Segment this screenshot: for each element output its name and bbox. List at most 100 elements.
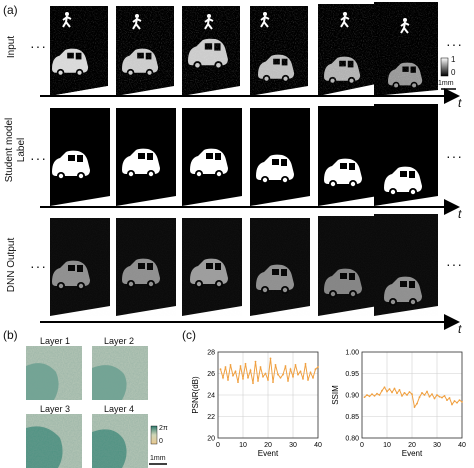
y-tick-label: 0.85 xyxy=(345,414,359,421)
data-point xyxy=(453,400,456,402)
y-tick-label: 24 xyxy=(207,393,215,400)
data-point xyxy=(371,393,373,396)
data-point xyxy=(222,376,224,379)
data-point xyxy=(458,399,461,402)
data-point xyxy=(244,362,247,365)
data-point xyxy=(461,400,463,403)
colorbar-b-max: 2π xyxy=(159,425,168,432)
ellipsis-right-row1: ··· xyxy=(446,36,463,52)
data-point xyxy=(416,402,418,405)
data-point xyxy=(224,366,227,368)
data-point xyxy=(418,396,421,399)
data-point xyxy=(383,386,386,389)
psnr-chart: 20 22 24 26 28 0 10 20 30 40 Event PSNR(dB) xyxy=(191,350,322,459)
data-point xyxy=(274,364,277,366)
data-point xyxy=(441,396,443,399)
row3-frames xyxy=(40,214,460,330)
data-point xyxy=(279,376,282,379)
x-tick-label: 0 xyxy=(360,442,364,449)
data-point xyxy=(438,395,441,398)
data-point xyxy=(257,380,259,382)
colorbar-b-min: 0 xyxy=(159,438,163,445)
data-point xyxy=(423,394,426,396)
data-point xyxy=(381,389,383,392)
data-point xyxy=(229,364,232,366)
data-point xyxy=(227,379,229,381)
data-point xyxy=(317,366,319,368)
data-point xyxy=(249,369,252,372)
data-point xyxy=(299,370,302,373)
data-point xyxy=(287,380,289,382)
data-point xyxy=(451,403,453,406)
ellipsis-left-row3: ··· xyxy=(30,258,47,274)
data-point xyxy=(398,388,401,391)
data-point xyxy=(272,381,274,383)
data-point xyxy=(239,365,242,367)
y-tick-label: 0.90 xyxy=(345,393,359,400)
data-point xyxy=(388,388,391,390)
y-tick-label: 0.80 xyxy=(345,436,359,443)
time-label-row2: t xyxy=(458,207,462,221)
data-point xyxy=(219,368,222,371)
data-point xyxy=(264,372,267,375)
data-point xyxy=(408,391,411,393)
data-point xyxy=(428,395,431,398)
layer-label-4: Layer 4 xyxy=(104,404,135,414)
y-tick-label: 22 xyxy=(207,414,215,421)
ellipsis-left-row2: ··· xyxy=(30,150,47,166)
layer4-image xyxy=(92,414,148,468)
ellipsis-left-row1: ··· xyxy=(30,38,47,54)
data-point xyxy=(314,368,317,371)
panel-b-label: (b) xyxy=(3,328,18,342)
data-point xyxy=(252,382,254,385)
data-point xyxy=(269,357,272,360)
scalebar-b-label: 1mm xyxy=(150,455,166,462)
data-point xyxy=(456,401,458,404)
y-axis-title: PSNR(dB) xyxy=(191,376,200,414)
y-tick-label: 26 xyxy=(207,371,215,378)
series-line xyxy=(220,358,319,384)
data-point xyxy=(363,396,366,399)
data-point xyxy=(232,374,234,377)
x-tick-label: 40 xyxy=(458,442,466,449)
time-label-row1: t xyxy=(458,96,462,110)
data-point xyxy=(443,394,446,397)
x-tick-label: 40 xyxy=(314,442,322,449)
y-tick-label: 28 xyxy=(207,350,215,357)
row1-frames xyxy=(40,2,460,104)
data-point xyxy=(259,366,262,368)
data-point xyxy=(237,381,239,383)
data-point xyxy=(368,395,371,398)
plot-frame xyxy=(217,351,319,439)
data-point xyxy=(234,370,237,373)
data-point xyxy=(401,394,403,397)
plot-frame xyxy=(361,351,463,439)
data-point xyxy=(413,406,416,408)
x-tick-label: 30 xyxy=(433,442,441,449)
x-tick-label: 10 xyxy=(383,442,391,449)
data-point xyxy=(431,393,433,396)
data-point xyxy=(393,387,396,390)
y-tick-label: 20 xyxy=(207,436,215,443)
data-point xyxy=(304,362,307,365)
ssim-chart: 0.80 0.85 0.90 0.95 1.00 0 10 20 30 40 Event SSIM xyxy=(331,350,466,459)
x-axis-title: Event xyxy=(258,449,279,458)
data-point xyxy=(262,375,264,378)
y-tick-label: 0.95 xyxy=(345,371,359,378)
panel-c-label: (c) xyxy=(182,328,196,342)
series-line xyxy=(364,386,463,409)
data-point xyxy=(426,390,428,393)
data-point xyxy=(406,394,408,396)
data-point xyxy=(292,375,294,378)
data-point xyxy=(391,391,393,394)
data-point xyxy=(282,373,284,376)
data-point xyxy=(448,397,451,399)
x-tick-label: 30 xyxy=(289,442,297,449)
colorbar-a-min: 0 xyxy=(451,68,456,77)
y-tick-label: 1.00 xyxy=(345,350,359,357)
data-point xyxy=(277,373,279,376)
data-point xyxy=(309,371,312,374)
x-axis-title: Event xyxy=(402,449,423,458)
x-tick-label: 10 xyxy=(239,442,247,449)
time-label-row3: t xyxy=(458,322,462,336)
